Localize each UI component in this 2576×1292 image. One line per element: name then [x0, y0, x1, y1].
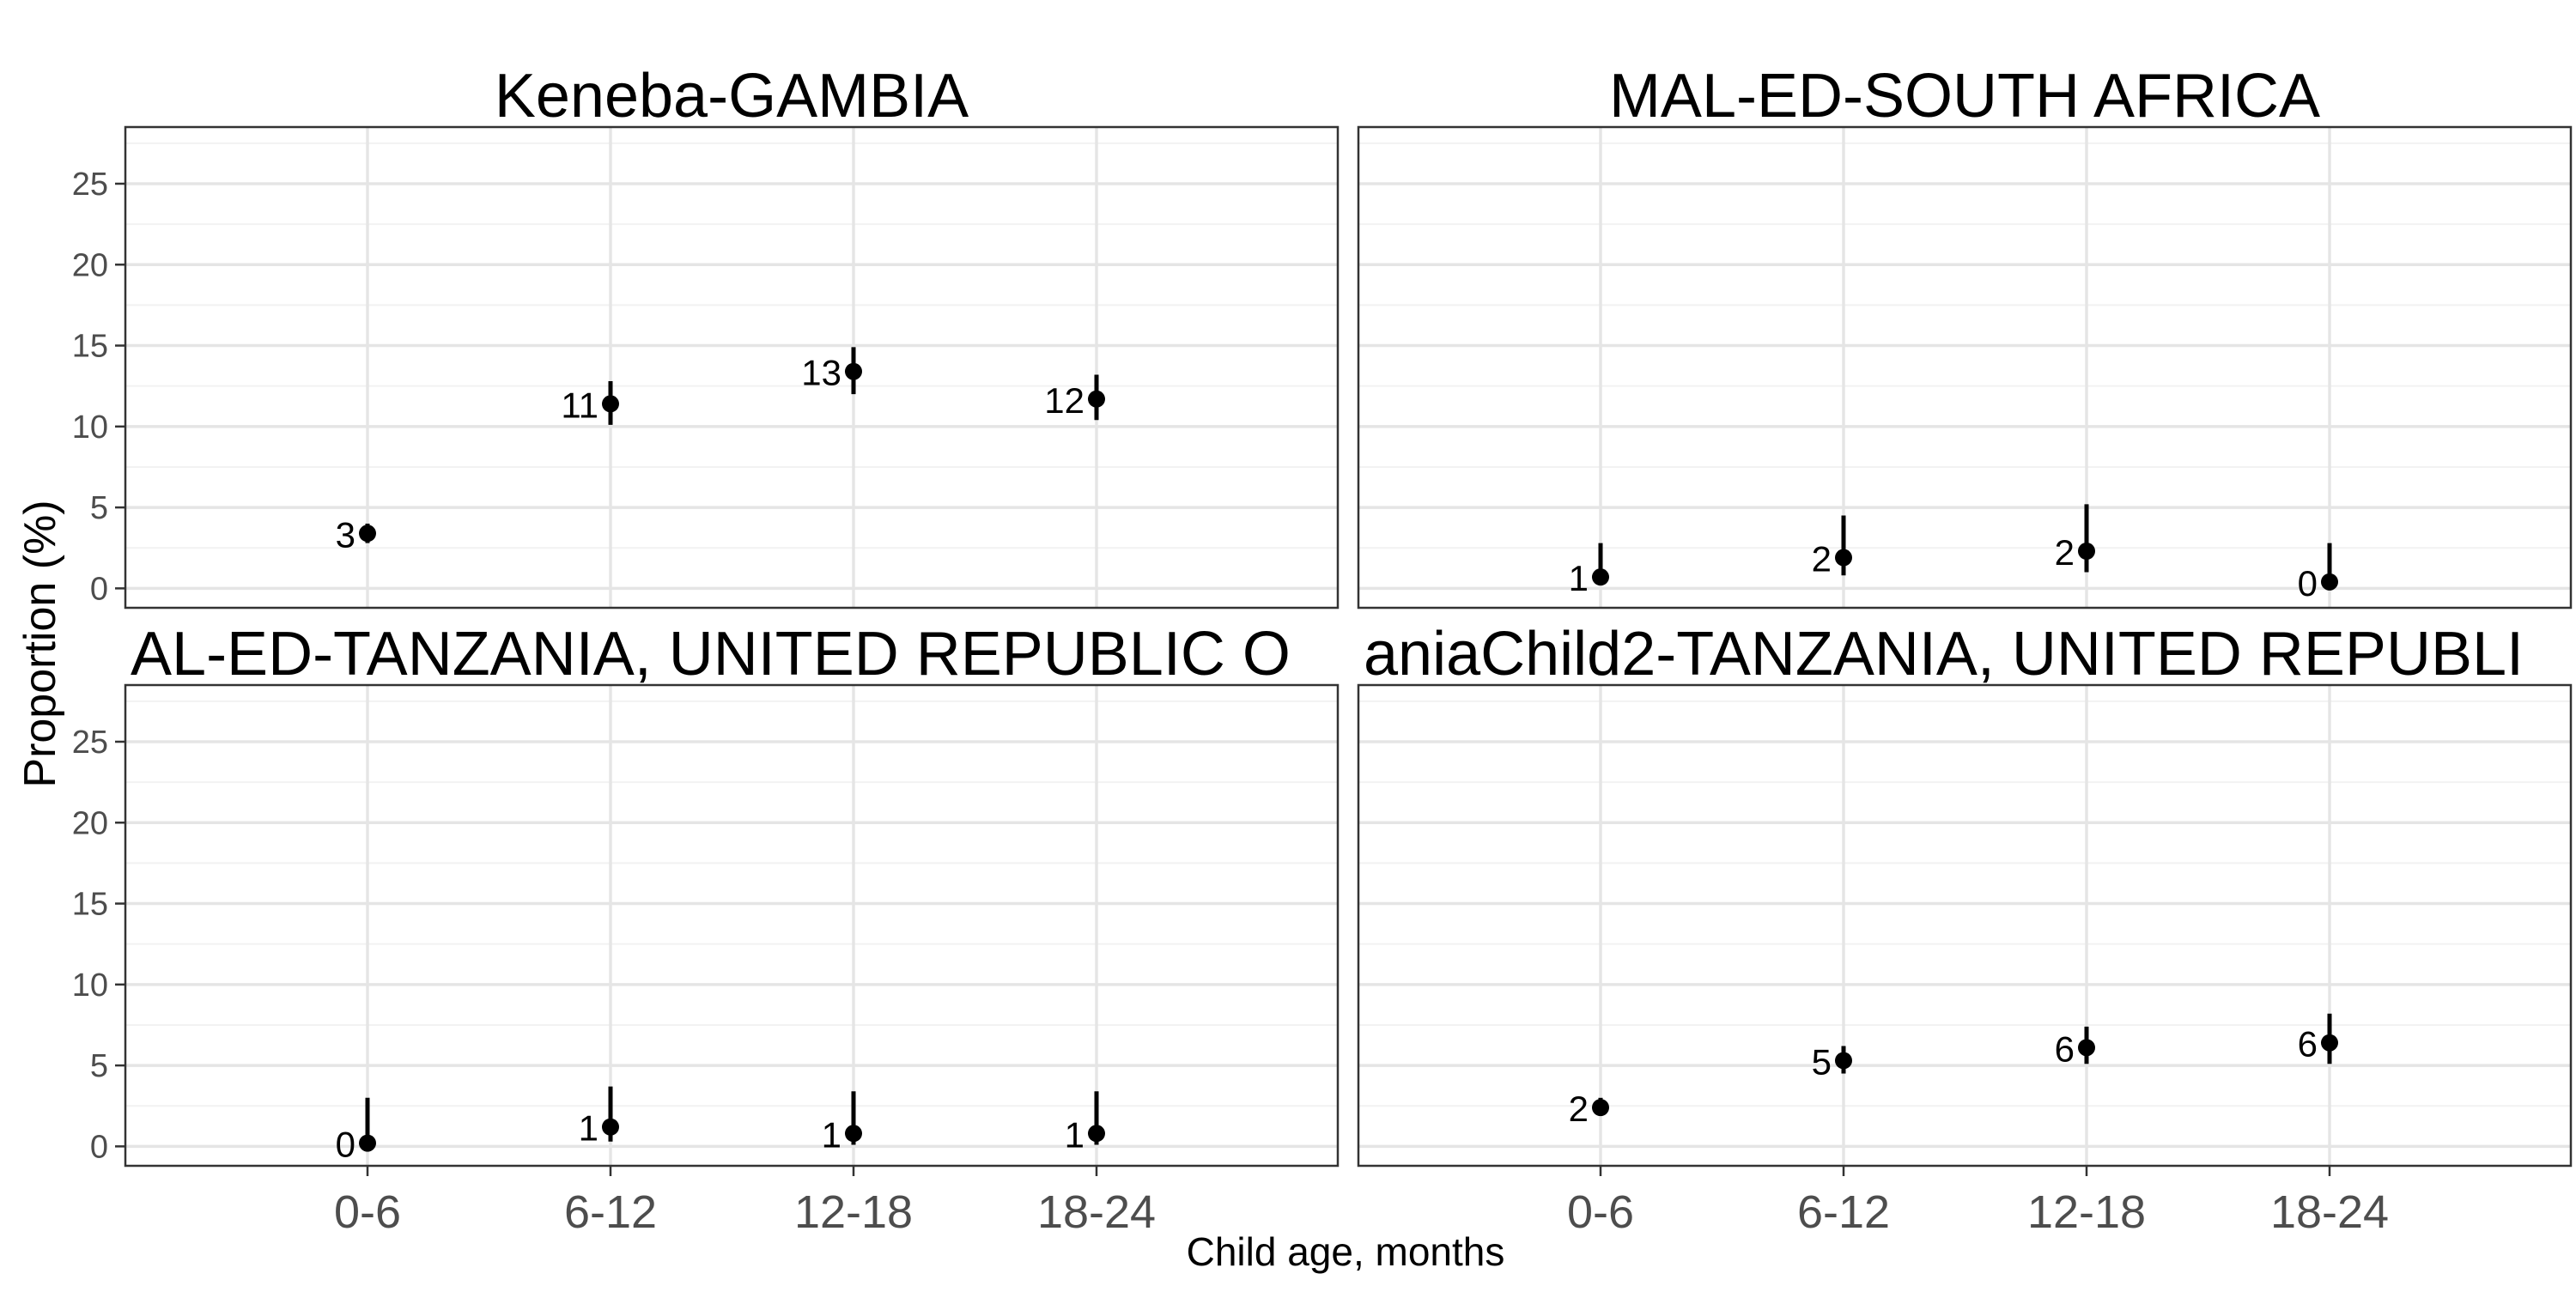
- panel-title-group: aniaChild2-TANZANIA, UNITED REPUBLI: [1364, 620, 2524, 688]
- x-tick-label: 18-24: [1037, 1186, 1156, 1238]
- panel-background: [1358, 127, 2571, 608]
- y-tick-label: 20: [72, 805, 108, 841]
- data-point: [602, 395, 619, 413]
- y-tick-label: 15: [72, 329, 108, 365]
- y-tick-label: 5: [90, 490, 108, 526]
- y-tick-label: 10: [72, 967, 108, 1004]
- x-axis: 0-6 6-12 12-18 18-24: [334, 1166, 1156, 1238]
- panel-title: AL-ED-TANZANIA, UNITED REPUBLIC O: [131, 620, 1291, 688]
- data-label: 0: [336, 1125, 355, 1165]
- panel-1: Keneba-GAMBIA 3 11 13 12 0 5 10 15 20 25: [72, 62, 1340, 610]
- data-label: 11: [561, 385, 598, 425]
- data-label: 13: [801, 353, 841, 393]
- data-point: [1088, 390, 1105, 408]
- y-axis-title: Proportion (%): [15, 500, 65, 787]
- panel-4: aniaChild2-TANZANIA, UNITED REPUBLI 2 5 6 6 0…: [1357, 620, 2573, 1238]
- panel-border: [124, 683, 1340, 1168]
- data-label: 12: [1044, 380, 1084, 421]
- x-tick-label: 0-6: [1567, 1186, 1634, 1238]
- x-tick-label: 18-24: [2270, 1186, 2389, 1238]
- y-tick-label: 25: [72, 725, 108, 761]
- y-axis: 0 5 10 15 20 25: [72, 725, 125, 1165]
- panel-border: [124, 125, 1340, 610]
- data-label: 2: [1569, 1089, 1589, 1129]
- data-label: 1: [822, 1114, 841, 1155]
- panel-background: [1358, 685, 2571, 1166]
- data-point: [2078, 1039, 2095, 1057]
- data-label: 6: [2055, 1028, 2075, 1069]
- data-point: [845, 362, 862, 380]
- x-axis-title: Child age, months: [1187, 1229, 1505, 1274]
- y-tick-label: 0: [90, 571, 108, 607]
- data-point: [1592, 1099, 1609, 1117]
- data-label: 3: [336, 514, 355, 555]
- data-point: [2078, 543, 2095, 561]
- panel-title: Keneba-GAMBIA: [495, 62, 969, 130]
- y-axis: 0 5 10 15 20 25: [72, 167, 125, 607]
- panel-data: 2 5 6 6: [1569, 1013, 2338, 1129]
- data-point: [1088, 1125, 1105, 1143]
- y-tick-label: 20: [72, 247, 108, 283]
- data-point: [2321, 1034, 2338, 1052]
- data-label: 2: [2055, 532, 2075, 573]
- panel-border: [1357, 125, 2573, 610]
- y-tick-label: 5: [90, 1048, 108, 1084]
- data-point: [1835, 549, 1852, 567]
- panel-data: 0 1 1 1: [336, 1086, 1105, 1165]
- panel-background: [125, 127, 1338, 608]
- panel-border: [1357, 683, 2573, 1168]
- panel-data: 3 11 13 12: [336, 347, 1105, 555]
- panel-3: AL-ED-TANZANIA, UNITED REPUBLIC O0 1 1 1051…: [72, 620, 1340, 1238]
- data-point: [602, 1118, 619, 1136]
- y-tick-label: 15: [72, 887, 108, 923]
- data-point: [359, 525, 376, 543]
- panel-grid: [125, 127, 1338, 608]
- data-label: 1: [1065, 1114, 1084, 1155]
- data-label: 2: [1812, 539, 1832, 579]
- data-point: [845, 1125, 862, 1143]
- panel-grid: [1358, 127, 2571, 608]
- data-label: 6: [2298, 1024, 2318, 1065]
- panel-data: 1 2 2 0: [1569, 504, 2338, 604]
- panel-grid: [1358, 685, 2571, 1166]
- y-tick-label: 0: [90, 1129, 108, 1165]
- panel-grid: [125, 685, 1338, 1166]
- panel-background: [125, 685, 1338, 1166]
- x-tick-label: 0-6: [334, 1186, 401, 1238]
- y-tick-label: 25: [72, 167, 108, 203]
- data-label: 1: [1569, 558, 1589, 598]
- x-tick-label: 6-12: [564, 1186, 657, 1238]
- panel-title-group: Keneba-GAMBIA: [495, 62, 969, 130]
- data-label: 5: [1812, 1041, 1832, 1082]
- panel-title: MAL-ED-SOUTH AFRICA: [1609, 62, 2320, 130]
- panel-2: MAL-ED-SOUTH AFRICA 1 2 2 0: [1357, 62, 2573, 610]
- data-label: 1: [579, 1108, 598, 1149]
- x-tick-label: 12-18: [794, 1186, 913, 1238]
- data-point: [1592, 568, 1609, 586]
- data-point: [359, 1134, 376, 1152]
- x-axis: 0-6 6-12 12-18 18-24: [1567, 1166, 2389, 1238]
- panel-title-group: MAL-ED-SOUTH AFRICA: [1609, 62, 2320, 130]
- x-tick-label: 12-18: [2027, 1186, 2146, 1238]
- panel-title: aniaChild2-TANZANIA, UNITED REPUBLI: [1364, 620, 2524, 688]
- y-tick-label: 10: [72, 409, 108, 446]
- data-point: [1835, 1052, 1852, 1070]
- data-label: 0: [2298, 563, 2318, 604]
- x-tick-label: 6-12: [1797, 1186, 1890, 1238]
- data-point: [2321, 573, 2338, 591]
- panel-title-group: AL-ED-TANZANIA, UNITED REPUBLIC O: [131, 620, 1291, 688]
